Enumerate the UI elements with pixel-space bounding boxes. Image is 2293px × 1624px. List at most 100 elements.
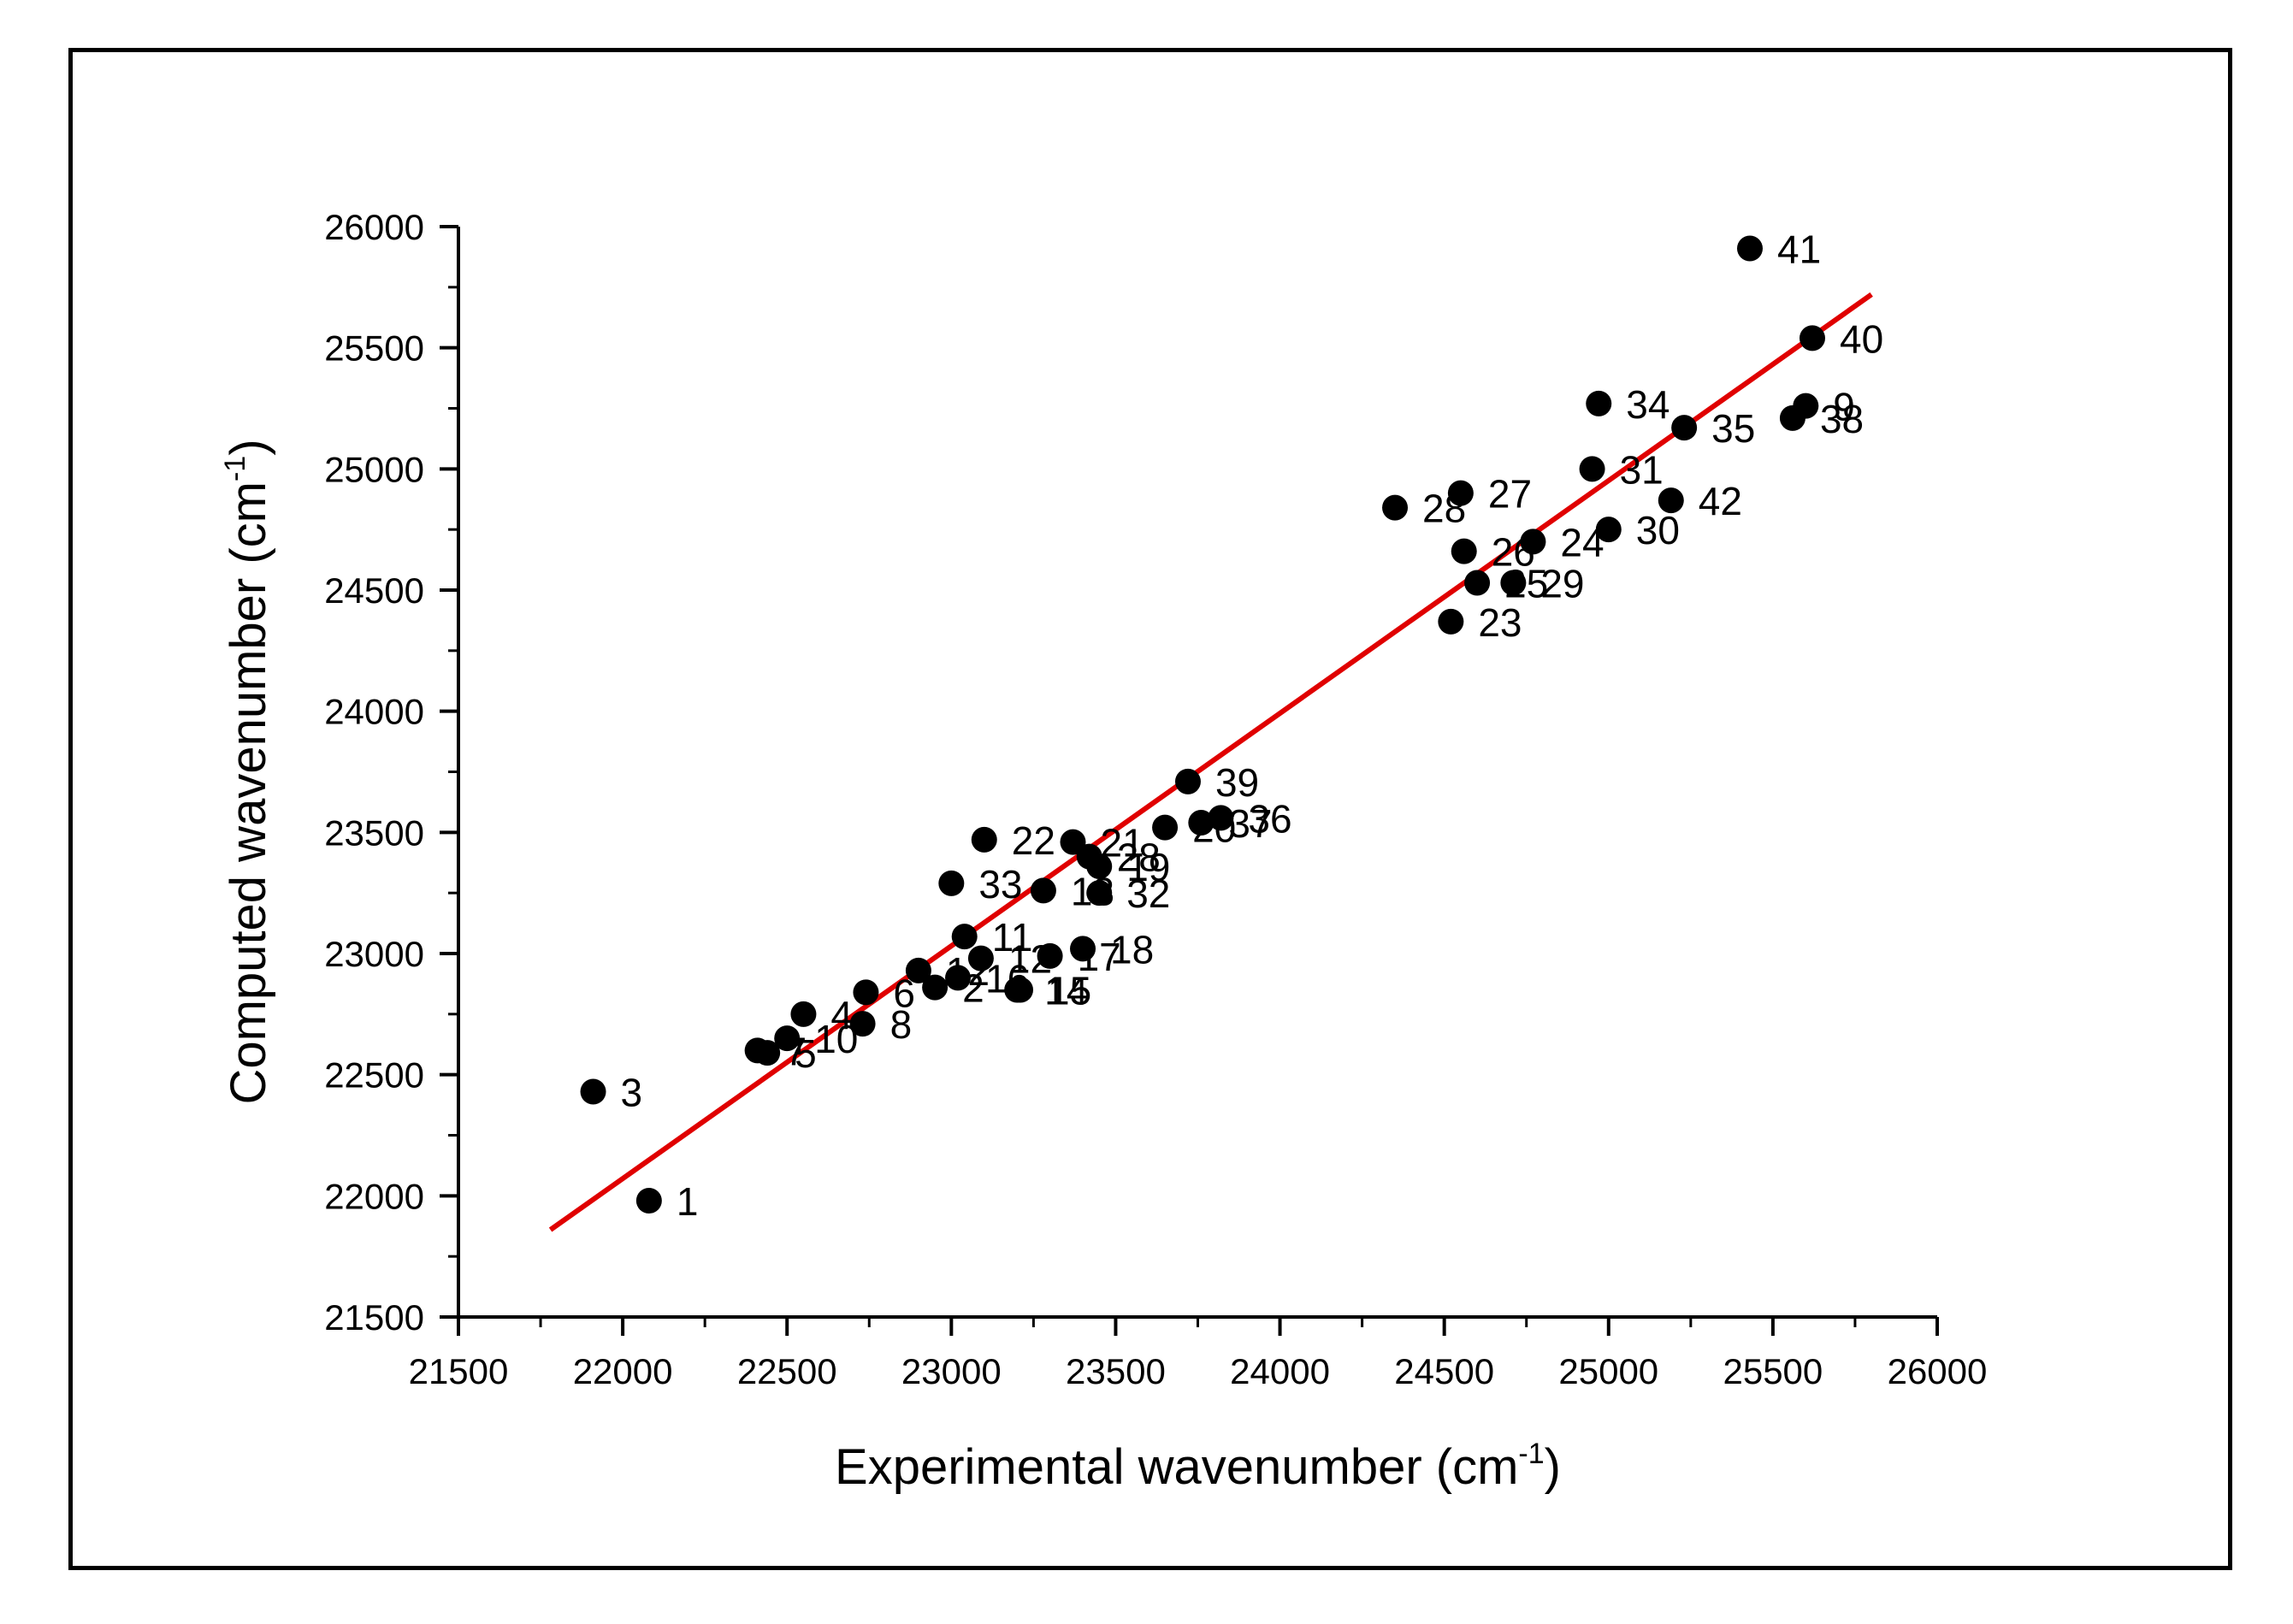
data-point xyxy=(1586,390,1612,416)
point-label: 21 xyxy=(1100,821,1144,865)
data-point xyxy=(971,826,997,853)
data-point xyxy=(1086,880,1113,906)
data-point xyxy=(1070,936,1096,962)
point-label: 38 xyxy=(1820,397,1864,441)
data-point xyxy=(1382,494,1409,521)
x-axis-title-prefix: Experimental wavenumber (cm xyxy=(835,1439,1518,1495)
data-point xyxy=(1438,608,1464,635)
point-label: 3 xyxy=(621,1071,643,1115)
x-axis-title-sup: -1 xyxy=(1518,1438,1544,1470)
x-axis-title: Experimental wavenumber (cm-1) xyxy=(835,1438,1561,1495)
y-axis-title-suffix: ) xyxy=(221,439,276,455)
y-tick-label: 23500 xyxy=(324,812,424,853)
data-point xyxy=(1174,768,1201,794)
data-point xyxy=(1037,942,1063,969)
y-tick-label: 21500 xyxy=(324,1297,424,1338)
data-point xyxy=(938,870,965,896)
data-point xyxy=(790,1001,817,1027)
data-point xyxy=(1595,517,1622,543)
point-label: 8 xyxy=(890,1002,913,1047)
y-tick-label: 25000 xyxy=(324,449,424,489)
y-tick-label: 25500 xyxy=(324,328,424,369)
y-tick-label: 24000 xyxy=(324,692,424,732)
point-label: 16 xyxy=(985,956,1029,1001)
point-label: 28 xyxy=(1422,487,1466,531)
point-label: 39 xyxy=(1215,760,1259,805)
x-tick-label: 26000 xyxy=(1888,1351,1988,1391)
data-point xyxy=(945,965,972,991)
data-point xyxy=(1793,393,1819,419)
data-point xyxy=(1188,810,1214,836)
data-point xyxy=(1520,529,1546,555)
data-point xyxy=(967,945,994,971)
point-label: 11 xyxy=(992,915,1033,960)
point-label: 30 xyxy=(1636,508,1680,552)
data-points xyxy=(580,235,1825,1214)
point-label: 40 xyxy=(1840,316,1883,361)
data-point xyxy=(951,924,978,950)
point-label: 31 xyxy=(1620,447,1664,492)
y-ticks: 21500 22000 22500 23000 23500 24000 24500 25000… xyxy=(324,207,458,1338)
x-tick-label: 22000 xyxy=(573,1351,673,1391)
x-tick-label: 25000 xyxy=(1558,1351,1658,1391)
data-point xyxy=(1008,977,1034,1003)
point-label: 41 xyxy=(1777,227,1821,272)
data-point xyxy=(1799,325,1825,351)
point-label: 2 xyxy=(962,966,984,1011)
data-point xyxy=(1658,487,1684,514)
x-tick-label: 23500 xyxy=(1066,1351,1166,1391)
x-tick-label: 23000 xyxy=(901,1351,1002,1391)
data-point xyxy=(853,979,879,1006)
point-label: 12 xyxy=(946,949,990,994)
point-label: 1 xyxy=(677,1179,699,1224)
point-label: 29 xyxy=(1540,562,1584,606)
data-point xyxy=(849,1011,876,1037)
data-point xyxy=(1060,829,1086,855)
y-tick-label: 22000 xyxy=(324,1176,424,1216)
y-tick-label: 24500 xyxy=(324,570,424,611)
data-point xyxy=(744,1037,771,1064)
point-label: 18 xyxy=(1110,927,1154,971)
x-tick-label: 21500 xyxy=(409,1351,509,1391)
data-point xyxy=(635,1188,662,1214)
point-label: 13 xyxy=(1071,869,1114,913)
data-point xyxy=(1447,480,1474,506)
y-tick-label: 22500 xyxy=(324,1055,424,1095)
data-point xyxy=(1086,853,1113,879)
point-label: 33 xyxy=(978,862,1022,906)
x-axis-title-suffix: ) xyxy=(1545,1439,1561,1495)
y-axis-title: Computed wavenumber (cm-1) xyxy=(219,439,276,1104)
data-point xyxy=(1152,814,1179,841)
point-label: 35 xyxy=(1711,406,1755,451)
point-label: 28 xyxy=(1117,836,1161,880)
data-point xyxy=(1030,877,1056,904)
point-label: 19 xyxy=(1126,845,1170,889)
y-tick-label: 23000 xyxy=(324,934,424,974)
x-tick-label: 25500 xyxy=(1723,1351,1823,1391)
y-axis-title-sup: -1 xyxy=(219,456,251,481)
figure-frame xyxy=(68,48,2232,1570)
point-label: 23 xyxy=(1478,600,1522,645)
data-point xyxy=(1736,235,1763,262)
point-label: 5 xyxy=(795,1031,817,1076)
point-label: 9 xyxy=(1833,385,1855,429)
point-label: 32 xyxy=(1126,871,1170,916)
data-point xyxy=(1500,570,1527,596)
data-point xyxy=(1208,805,1234,831)
point-label: 7 xyxy=(785,1029,807,1073)
y-axis-title-prefix: Computed wavenumber (cm xyxy=(221,481,276,1105)
data-point xyxy=(580,1078,606,1105)
point-label: 25 xyxy=(1504,562,1548,606)
data-point xyxy=(1451,538,1477,564)
point-label: 27 xyxy=(1488,472,1532,517)
data-point xyxy=(905,957,931,983)
x-ticks: 21500 22000 22500 23000 23500 24000 24500 25000… xyxy=(409,1317,1988,1391)
point-label: 34 xyxy=(1626,382,1670,427)
point-label: 12 xyxy=(1008,937,1052,982)
data-point xyxy=(1464,570,1491,596)
point-label: 17 xyxy=(1078,935,1121,979)
point-label: 15 xyxy=(1048,969,1091,1013)
x-tick-label: 22500 xyxy=(737,1351,837,1391)
y-tick-label: 26000 xyxy=(324,207,424,247)
